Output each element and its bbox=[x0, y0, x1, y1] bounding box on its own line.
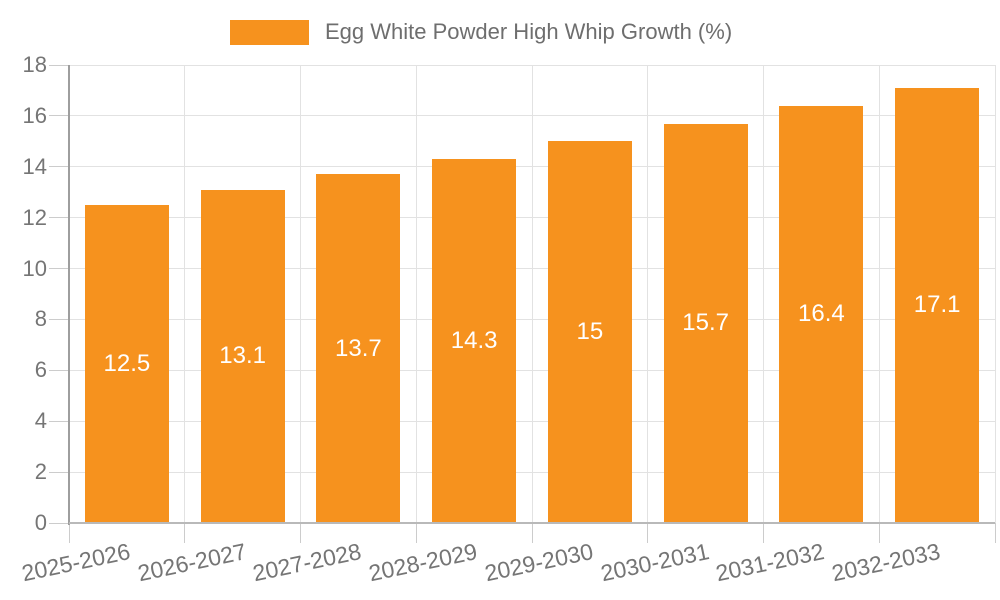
x-axis-tick-label: 2032-2033 bbox=[829, 538, 943, 587]
y-axis-tick bbox=[49, 268, 69, 270]
gridline-vertical bbox=[531, 65, 533, 523]
y-axis-tick bbox=[49, 318, 69, 320]
x-axis-tick-label: 2025-2026 bbox=[19, 538, 133, 587]
x-axis-tick bbox=[531, 523, 533, 543]
bar-value-label: 16.4 bbox=[798, 300, 845, 328]
x-axis-tick-label: 2030-2031 bbox=[598, 538, 712, 587]
y-axis-tick bbox=[49, 471, 69, 473]
x-axis-line bbox=[69, 522, 995, 524]
legend-item[interactable]: Egg White Powder High Whip Growth (%) bbox=[230, 19, 732, 45]
bar-value-label: 13.1 bbox=[219, 342, 266, 370]
legend-label: Egg White Powder High Whip Growth (%) bbox=[325, 19, 733, 44]
bar[interactable]: 13.7 bbox=[316, 174, 401, 523]
gridline-vertical bbox=[763, 65, 764, 523]
x-axis-tick-label: 2028-2029 bbox=[366, 538, 480, 587]
y-axis-tick bbox=[49, 166, 69, 168]
y-axis-line bbox=[68, 65, 70, 525]
y-axis-tick bbox=[49, 217, 69, 219]
gridline-vertical bbox=[300, 65, 301, 523]
x-axis-tick bbox=[300, 523, 301, 543]
bar[interactable]: 14.3 bbox=[432, 159, 517, 523]
y-axis-tick-label: 12 bbox=[22, 204, 47, 230]
x-axis-tick bbox=[415, 523, 417, 543]
x-axis-tick bbox=[763, 523, 764, 543]
y-axis-tick bbox=[49, 369, 69, 371]
gridline-vertical bbox=[994, 65, 996, 523]
bar-value-label: 17.1 bbox=[913, 291, 961, 319]
x-axis-tick bbox=[647, 523, 649, 543]
y-axis-tick-label: 0 bbox=[34, 510, 47, 535]
y-axis-tick bbox=[49, 522, 69, 524]
y-axis-tick-label: 2 bbox=[34, 459, 47, 485]
bar[interactable]: 15.7 bbox=[663, 123, 748, 523]
bar-value-label: 13.7 bbox=[335, 334, 382, 362]
x-axis-tick bbox=[878, 523, 880, 543]
gridline-vertical bbox=[184, 65, 186, 523]
bar[interactable]: 15 bbox=[547, 141, 632, 523]
y-axis-tick bbox=[49, 115, 69, 117]
bar-value-label: 15 bbox=[576, 318, 604, 346]
x-axis-tick-label: 2026-2027 bbox=[135, 538, 249, 587]
x-axis-tick bbox=[68, 523, 70, 543]
gridline-vertical bbox=[647, 65, 649, 523]
gridline-vertical bbox=[415, 65, 417, 523]
x-axis-tick bbox=[184, 523, 186, 543]
gridline-vertical bbox=[878, 65, 880, 523]
y-axis-tick-label: 18 bbox=[22, 52, 47, 77]
bar-value-label: 14.3 bbox=[450, 327, 498, 355]
y-axis-tick-label: 16 bbox=[22, 102, 47, 128]
legend-swatch bbox=[230, 19, 309, 45]
bar[interactable]: 13.1 bbox=[200, 189, 285, 523]
y-axis-tick-label: 10 bbox=[22, 255, 47, 281]
bar-value-label: 12.5 bbox=[103, 349, 151, 377]
y-axis-tick bbox=[49, 64, 69, 66]
bar[interactable]: 16.4 bbox=[779, 105, 864, 523]
x-axis-tick bbox=[994, 523, 996, 543]
x-axis-tick-label: 2031-2032 bbox=[713, 538, 827, 587]
y-axis-tick-label: 4 bbox=[34, 408, 47, 434]
y-axis-tick-label: 6 bbox=[34, 357, 47, 383]
y-axis-tick bbox=[49, 420, 69, 422]
y-axis-tick-label: 8 bbox=[34, 306, 47, 332]
bar[interactable]: 12.5 bbox=[84, 204, 169, 523]
x-axis-tick-label: 2027-2028 bbox=[250, 538, 364, 587]
bar[interactable]: 17.1 bbox=[895, 87, 980, 523]
y-axis-tick-label: 14 bbox=[22, 153, 47, 179]
bar-value-label: 15.7 bbox=[682, 309, 729, 337]
x-axis-tick-label: 2029-2030 bbox=[482, 538, 596, 587]
